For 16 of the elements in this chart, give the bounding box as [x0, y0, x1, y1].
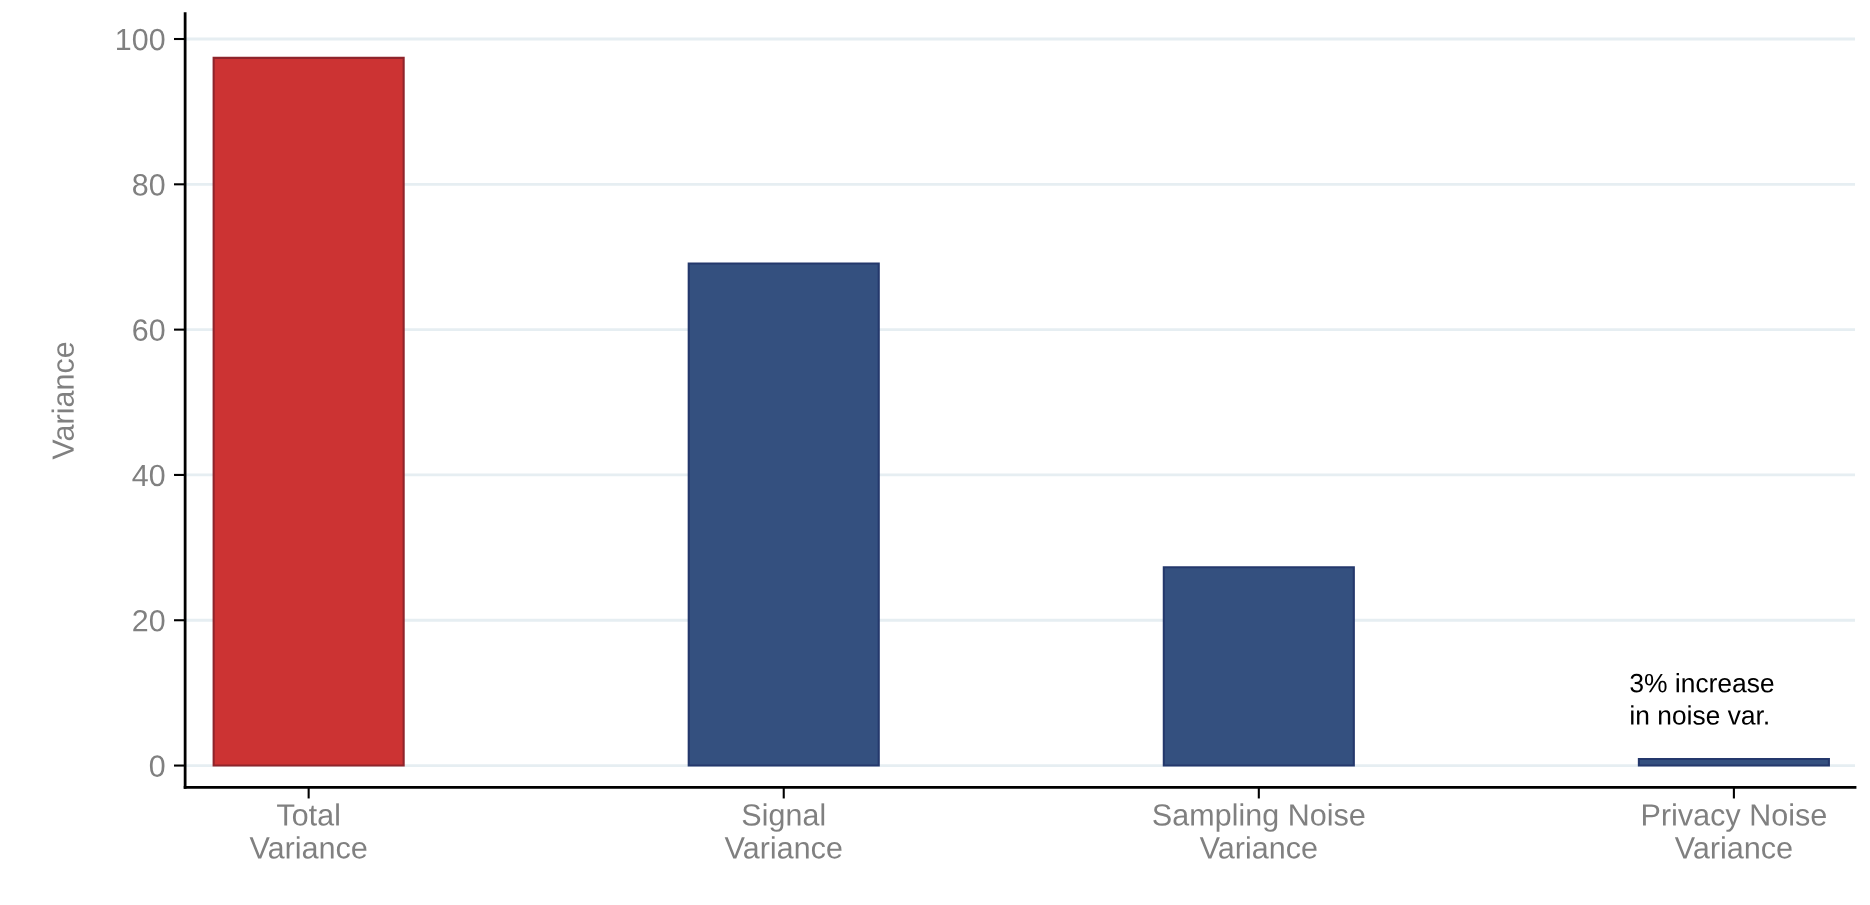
y-tick-label: 60 — [133, 319, 165, 341]
y-axis-title: Variance — [51, 342, 74, 460]
y-tick-label: 40 — [132, 464, 165, 487]
x-tick-label: Privacy Noise Variance — [1643, 803, 1826, 859]
y-tick-label: 100 — [117, 28, 165, 51]
y-tick-label: 20 — [133, 609, 165, 632]
bar — [212, 56, 405, 767]
annotation: 3% increase in noise var. — [1630, 673, 1774, 725]
y-tick-label: 0 — [149, 755, 165, 777]
bar — [1637, 757, 1830, 767]
bar — [687, 262, 880, 767]
bar — [1162, 566, 1355, 767]
x-tick-label: Signal Variance — [724, 803, 842, 859]
x-tick-label: Total Variance — [249, 803, 367, 859]
x-tick-label: Sampling Noise Variance — [1153, 803, 1365, 859]
y-tick-label: 80 — [133, 174, 165, 196]
